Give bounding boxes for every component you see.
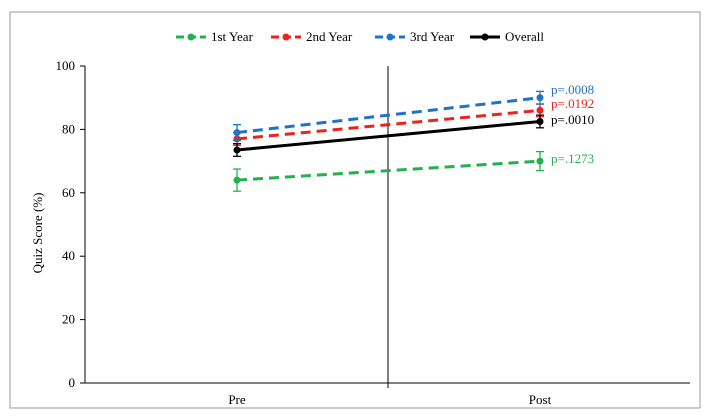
legend-label: Overall [505, 29, 544, 44]
series-line [236, 96, 541, 135]
y-tick-label: 100 [56, 58, 76, 73]
legend-label: 1st Year [211, 29, 254, 44]
y-axis-label: Quiz Score (%) [30, 193, 45, 274]
y-ticks: 0 20 40 60 80 100 [56, 58, 85, 390]
y-tick-label: 0 [69, 375, 76, 390]
y-tick-label: 20 [62, 312, 75, 327]
legend-item: 3rd Year [375, 29, 455, 44]
data-point [536, 94, 544, 102]
series-3rd-year [233, 90, 544, 142]
chart-border [9, 11, 701, 409]
data-point [536, 106, 544, 114]
p-value-label: p=.0008 [551, 82, 594, 97]
legend-label: 3rd Year [410, 29, 455, 44]
series-overall [233, 114, 544, 157]
legend-swatch-marker [187, 33, 195, 41]
data-point [233, 176, 241, 184]
x-tick-label: Post [529, 392, 552, 407]
x-tick-label: Pre [228, 392, 246, 407]
legend-item: Overall [470, 29, 544, 44]
data-point [536, 157, 544, 165]
legend-swatch-marker [386, 33, 394, 41]
p-value-label: p=.0010 [551, 112, 594, 127]
p-value-label: p=.1273 [551, 151, 594, 166]
legend-label: 2nd Year [306, 29, 353, 44]
p-value-label: p=.0192 [551, 96, 594, 111]
y-tick-label: 60 [62, 185, 75, 200]
legend-item: 2nd Year [271, 29, 353, 44]
data-point [536, 117, 544, 125]
data-point [233, 129, 241, 137]
legend-swatch-marker [282, 33, 290, 41]
y-tick-label: 80 [62, 121, 75, 136]
axes [84, 66, 690, 388]
series-1st-year [233, 150, 544, 192]
legend-item: 1st Year [176, 29, 254, 44]
series-line [236, 159, 541, 182]
data-point [233, 146, 241, 154]
legend-swatch-marker [481, 33, 489, 41]
legend: 1st Year 2nd Year 3rd Year Overall [176, 29, 544, 44]
y-tick-label: 40 [62, 248, 75, 263]
series-line [236, 119, 541, 152]
series-layer [233, 90, 544, 192]
series-line [236, 108, 541, 141]
x-ticks: Pre Post [228, 392, 551, 407]
